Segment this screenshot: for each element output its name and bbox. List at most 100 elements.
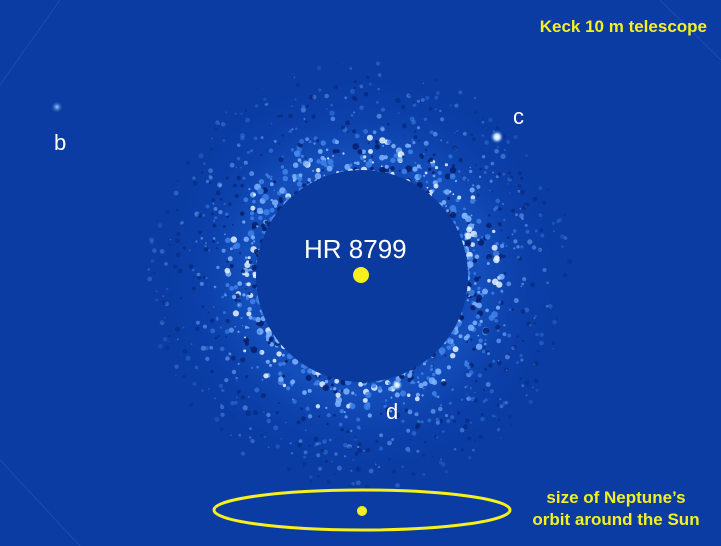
speckle	[233, 285, 239, 290]
speckle	[484, 398, 488, 402]
speckle	[235, 380, 238, 382]
speckle	[313, 142, 316, 145]
speckle	[496, 281, 503, 288]
speckle	[354, 436, 358, 440]
speckle	[243, 197, 249, 203]
speckle	[535, 332, 539, 337]
speckle	[510, 423, 513, 426]
speckle	[182, 326, 185, 329]
speckle	[211, 212, 214, 216]
speckle	[231, 294, 237, 300]
speckle	[481, 134, 485, 137]
speckle	[491, 291, 495, 295]
speckle	[375, 61, 381, 66]
speckle	[470, 305, 476, 311]
speckle	[449, 167, 457, 174]
speckle	[307, 414, 313, 419]
speckle	[250, 346, 258, 354]
speckle	[152, 248, 157, 253]
speckle	[240, 451, 246, 456]
speckle	[547, 304, 553, 309]
speckle	[237, 281, 242, 286]
speckle	[215, 318, 219, 321]
speckle	[527, 239, 533, 245]
speckle	[516, 361, 519, 364]
speckle	[450, 353, 456, 359]
speckle	[456, 321, 462, 327]
speckle	[213, 397, 217, 400]
speckle	[500, 229, 503, 232]
speckle	[474, 111, 477, 114]
speckle	[466, 436, 472, 441]
speckle	[340, 125, 346, 130]
speckle	[390, 157, 396, 164]
speckle	[526, 321, 531, 327]
speckle	[503, 149, 506, 151]
speckle	[485, 308, 489, 313]
speckle	[243, 160, 248, 165]
speckle	[250, 211, 254, 216]
speckle	[428, 106, 433, 111]
speckle	[175, 208, 179, 212]
speckle	[563, 236, 568, 241]
speckle	[435, 417, 439, 421]
speckle	[498, 207, 502, 211]
speckle	[306, 368, 313, 374]
speckle	[275, 444, 280, 449]
speckle	[263, 97, 267, 101]
speckle	[269, 342, 274, 347]
speckle	[311, 114, 316, 119]
speckle	[422, 82, 425, 85]
speckle	[355, 480, 361, 486]
speckle	[401, 168, 408, 175]
speckle	[468, 256, 474, 262]
speckle	[316, 453, 321, 458]
speckle	[462, 131, 467, 136]
speckle	[431, 455, 434, 458]
speckle	[293, 76, 296, 79]
scale-note: size of Neptune’s orbit around the Sun	[518, 487, 714, 531]
speckle	[239, 252, 242, 255]
speckle	[497, 418, 501, 422]
speckle	[253, 248, 260, 255]
speckle	[363, 155, 367, 159]
speckle	[422, 453, 425, 457]
speckle	[496, 402, 499, 405]
speckle	[326, 157, 330, 160]
speckle	[297, 175, 303, 182]
speckle	[482, 400, 486, 403]
speckle	[305, 157, 307, 159]
speckle	[196, 272, 201, 277]
speckle	[434, 435, 437, 438]
speckle	[202, 213, 206, 217]
speckle	[417, 174, 422, 179]
speckle	[179, 222, 182, 225]
speckle	[334, 452, 338, 456]
speckle	[524, 380, 530, 386]
speckle	[279, 114, 284, 118]
speckle	[314, 380, 321, 386]
speckle	[252, 271, 257, 277]
speckle	[489, 389, 494, 394]
speckle	[406, 428, 411, 433]
speckle	[505, 244, 508, 247]
speckle	[343, 388, 350, 395]
speckle	[440, 139, 442, 142]
speckle	[266, 102, 269, 105]
speckle	[489, 179, 493, 183]
speckle	[438, 406, 443, 412]
speckle	[380, 165, 383, 168]
speckle	[534, 196, 538, 200]
speckle	[560, 234, 565, 240]
speckle	[358, 427, 361, 430]
speckle	[365, 75, 370, 80]
speckle	[553, 230, 555, 233]
speckle	[258, 179, 265, 185]
speckle	[533, 361, 539, 367]
speckle	[266, 330, 273, 337]
speckle	[215, 247, 218, 250]
speckle	[299, 139, 305, 144]
speckle	[217, 122, 221, 126]
speckle	[332, 149, 337, 154]
speckle	[504, 367, 509, 372]
